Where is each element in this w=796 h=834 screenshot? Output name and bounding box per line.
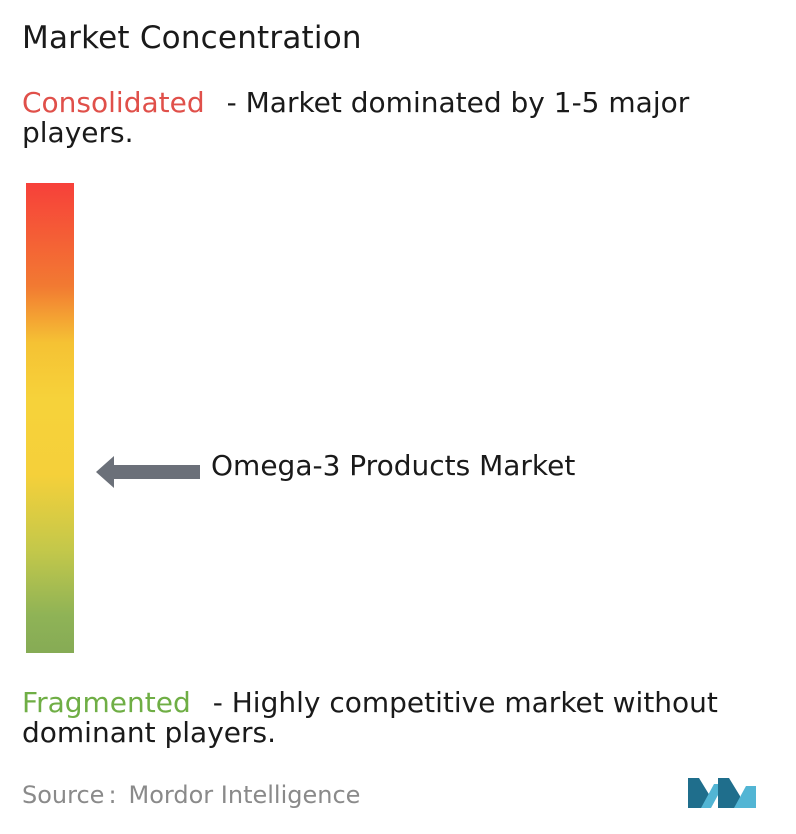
source-name: Mordor Intelligence: [128, 781, 361, 809]
consolidated-description: Consolidated - Market dominated by 1-5 ma…: [22, 88, 792, 148]
fragmented-text: - Highly competitive market without domi…: [22, 686, 718, 749]
source-line: Source: Mordor Intelligence: [22, 781, 360, 809]
source-prefix: Source: [22, 781, 105, 809]
consolidated-text: - Market dominated by 1-5 major players.: [22, 86, 690, 149]
left-arrow-icon: [96, 456, 200, 488]
market-marker-label: Omega-3 Products Market: [211, 449, 576, 482]
concentration-gradient-bar: [26, 183, 74, 653]
page-title: Market Concentration: [22, 20, 362, 56]
source-separator: :: [108, 781, 117, 809]
consolidated-keyword: Consolidated: [22, 86, 205, 119]
fragmented-keyword: Fragmented: [22, 686, 191, 719]
fragmented-description: Fragmented - Highly competitive market wi…: [22, 688, 792, 748]
mordor-intelligence-logo: [688, 778, 756, 808]
